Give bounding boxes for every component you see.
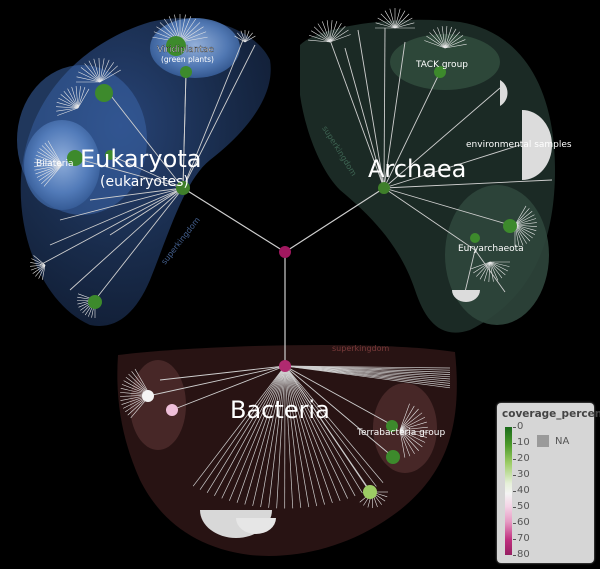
bacteria-left-hull (130, 360, 186, 450)
terrabacteria-node[interactable] (386, 420, 398, 432)
label-environmental-samples[interactable]: environmental samples (466, 140, 572, 150)
label-bacteria[interactable]: Bacteria (230, 396, 330, 424)
clade-node[interactable] (503, 219, 517, 233)
label-eukaryota[interactable]: Eukaryota (80, 145, 201, 173)
label-terrabacteria[interactable]: Terrabacteria group (356, 428, 446, 438)
clade-node[interactable] (166, 404, 178, 416)
legend-tick-label: 70 (517, 533, 530, 544)
label-superkingdom-bact: superkingdom (332, 344, 390, 353)
label-eukaryotes: (eukaryotes) (100, 174, 189, 190)
legend-tick-mark (513, 523, 516, 524)
label-viridiplantae[interactable]: Viridiplantae (157, 45, 215, 55)
euryarchaeota-hull (445, 185, 549, 325)
label-archaea[interactable]: Archaea (368, 155, 466, 183)
viridiplantae-hull (150, 18, 240, 78)
viridiplantae-node[interactable] (166, 36, 186, 56)
clade-node[interactable] (88, 295, 102, 309)
coverage-legend: coverage_percent 0 10 20 30 40 50 60 70 80 NA (497, 403, 600, 563)
clade-node[interactable] (386, 450, 400, 464)
label-bilateria[interactable]: Bilateria (36, 159, 73, 169)
tack-hull (390, 34, 500, 90)
bacteria-hull (117, 344, 457, 556)
legend-tick-label: 80 (517, 549, 530, 560)
na-label: NA (555, 436, 570, 447)
legend-tick-mark (513, 459, 516, 460)
label-euryarchaeota[interactable]: Euryarchaeota (458, 244, 524, 254)
clade-node[interactable] (363, 485, 377, 499)
legend-ticks: 0 10 20 30 40 50 60 70 80 (513, 422, 543, 560)
legend-tick-label: 20 (517, 453, 530, 464)
legend-tick-mark (513, 507, 516, 508)
legend-tick-mark (513, 443, 516, 444)
clade-node[interactable] (95, 84, 113, 102)
legend-tick-mark (513, 475, 516, 476)
bacteria-node[interactable] (279, 360, 291, 372)
legend-tick-label: 0 (517, 421, 524, 432)
terrabacteria-hull (373, 383, 437, 473)
label-tack-group[interactable]: TACK group (415, 60, 468, 70)
eukaryota-node[interactable] (176, 181, 190, 195)
tree-links (39, 27, 553, 509)
tack-node[interactable] (434, 66, 446, 78)
euryarchaeota-semicircle[interactable] (452, 290, 480, 302)
clade-node[interactable] (142, 390, 154, 402)
legend-tick-mark (513, 555, 516, 556)
leaf-fans (30, 8, 537, 508)
legend-tick-label: 10 (517, 437, 530, 448)
plants-sub-node[interactable] (180, 66, 192, 78)
legend-title: coverage_percent (502, 408, 600, 420)
label-green-plants: (green plants) (161, 55, 214, 64)
legend-tick-label: 50 (517, 501, 530, 512)
legend-tick-label: 30 (517, 469, 530, 480)
na-swatch (537, 435, 549, 447)
bacteria-semicircle-right[interactable] (236, 518, 276, 534)
bilateria-node[interactable] (67, 150, 83, 166)
legend-tick-mark (513, 427, 516, 428)
legend-tick-mark (513, 491, 516, 492)
environmental-samples-clade[interactable] (522, 110, 552, 180)
legend-tick-label: 40 (517, 485, 530, 496)
root-node[interactable] (279, 246, 291, 258)
legend-color-bar (505, 427, 512, 555)
archaea-small-clade[interactable] (500, 80, 508, 106)
legend-tick-mark (513, 539, 516, 540)
tree-nodes (67, 36, 517, 499)
clade-node[interactable] (105, 150, 115, 160)
archaea-node[interactable] (378, 182, 390, 194)
legend-tick-label: 60 (517, 517, 530, 528)
euryarchaeota-node[interactable] (470, 233, 480, 243)
